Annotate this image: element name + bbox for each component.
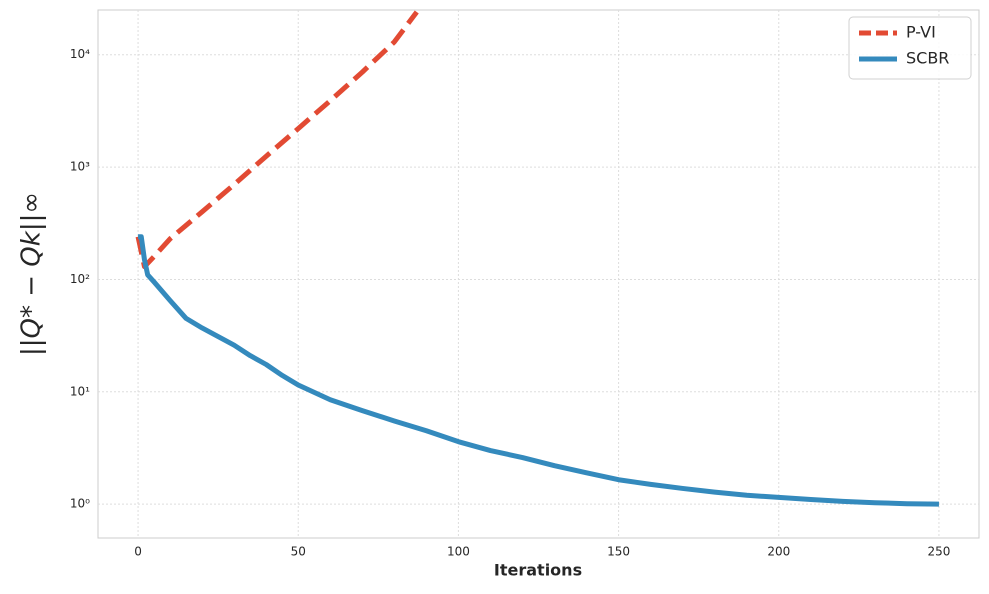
- y-axis-label: ||Q* − Qk||∞: [17, 192, 47, 356]
- x-tick-label: 0: [134, 545, 142, 559]
- series-line: [138, 234, 939, 507]
- y-tick-label: 10⁴: [70, 47, 90, 61]
- grid: 0 50 100 150 200 250 10⁰ 10¹ 10² 10³ 10⁴: [70, 10, 979, 559]
- series-line: [135, 10, 419, 270]
- x-tick-label: 100: [447, 545, 470, 559]
- y-tick-label: 10¹: [70, 384, 90, 398]
- y-tick-label: 10²: [70, 272, 90, 286]
- x-tick-label: 200: [767, 545, 790, 559]
- x-tick-label: 50: [291, 545, 306, 559]
- legend-label: SCBR: [906, 49, 949, 68]
- y-tick-label: 10⁰: [70, 497, 90, 511]
- plot-area: [97, 9, 980, 539]
- lines: [135, 10, 939, 507]
- x-tick-label: 250: [928, 545, 951, 559]
- x-tick-label: 150: [607, 545, 630, 559]
- y-tick-label: 10³: [70, 160, 90, 174]
- legend: P-VI SCBR: [848, 16, 972, 80]
- legend-label: P-VI: [906, 23, 936, 42]
- x-axis-label: Iterations: [494, 561, 582, 580]
